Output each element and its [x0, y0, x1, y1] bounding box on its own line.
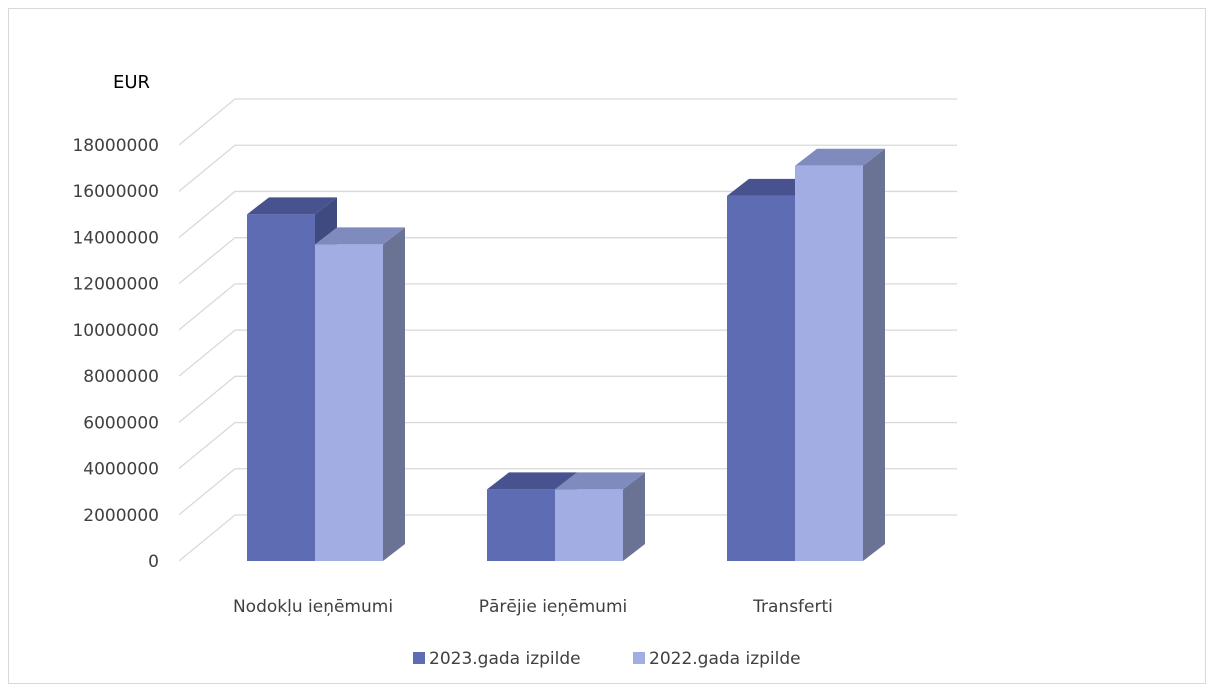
bar-top [487, 472, 577, 490]
y-tick-label: 0 [148, 552, 159, 572]
bar-top [247, 197, 337, 215]
bar-front [727, 195, 795, 561]
x-category-label: Nodokļu ieņēmumi [233, 597, 393, 617]
gridline [178, 237, 957, 285]
x-category-label: Transferti [752, 597, 833, 617]
legend-swatch [633, 652, 645, 664]
chart-svg: 0 2000000 4000000 6000000 8000000 10000000 120… [72, 72, 957, 669]
gridline [178, 329, 957, 377]
legend-label: 2023.gada izpilde [429, 649, 581, 669]
y-tick-label: 6000000 [83, 413, 159, 433]
bar-front [315, 244, 383, 561]
legend: 2023.gada izpilde 2022.gada izpilde [413, 649, 801, 669]
gridline [178, 468, 957, 516]
y-tick-label: 14000000 [72, 228, 159, 248]
y-tick-label: 8000000 [83, 367, 159, 387]
legend-swatch [413, 652, 425, 664]
chart-frame: 0 2000000 4000000 6000000 8000000 10000000 120… [8, 8, 1206, 684]
y-tick-label: 16000000 [72, 182, 159, 202]
gridline [178, 144, 957, 192]
bar-1-0 [315, 227, 405, 561]
bar-top [315, 227, 405, 245]
bar-side [383, 227, 405, 561]
y-tick-label: 18000000 [72, 136, 159, 156]
y-tick-label: 4000000 [83, 460, 159, 480]
y-axis-unit-label: EUR [113, 72, 150, 93]
bar-1-1 [555, 472, 645, 561]
gridline [178, 514, 957, 562]
bars [247, 148, 885, 562]
y-axis-ticks: 0 2000000 4000000 6000000 8000000 10000000 120… [72, 136, 159, 572]
x-category-label: Pārējie ieņēmumi [479, 597, 627, 617]
gridline [178, 283, 957, 331]
bar-front [555, 489, 623, 561]
bar-top [795, 148, 885, 166]
bar-front [487, 489, 555, 561]
bar-side [623, 472, 645, 561]
bar-top [727, 178, 817, 196]
gridline [178, 375, 957, 423]
bar-front [247, 214, 315, 562]
gridline [178, 98, 957, 146]
bar-side [863, 148, 885, 562]
gridlines [178, 98, 957, 562]
y-tick-label: 2000000 [83, 506, 159, 526]
bar-top [555, 472, 645, 490]
gridline [178, 421, 957, 470]
bar-1-2 [795, 148, 885, 562]
y-tick-label: 12000000 [72, 275, 159, 295]
legend-label: 2022.gada izpilde [649, 649, 801, 669]
y-tick-label: 10000000 [72, 321, 159, 341]
bar-front [795, 165, 863, 562]
gridline [178, 190, 957, 238]
x-axis-categories: Nodokļu ieņēmumi Pārējie ieņēmumi Transfer… [233, 597, 833, 617]
